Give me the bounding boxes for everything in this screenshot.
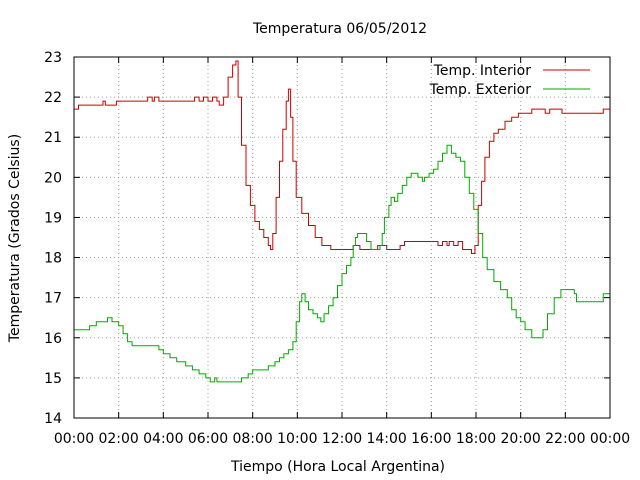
x-tick-label: 22:00 xyxy=(545,431,585,447)
x-tick-label: 00:00 xyxy=(590,431,630,447)
x-tick-label: 04:00 xyxy=(143,431,183,447)
legend-label-exterior: Temp. Exterior xyxy=(429,82,532,98)
series-line-interior xyxy=(74,60,610,254)
y-tick-label: 17 xyxy=(44,291,62,307)
plot-frame xyxy=(73,56,611,419)
x-tick-label: 08:00 xyxy=(232,431,272,447)
x-tick-label: 14:00 xyxy=(366,431,406,447)
y-tick-label: 14 xyxy=(44,411,62,427)
x-tick-label: 12:00 xyxy=(322,431,362,447)
y-tick-label: 21 xyxy=(44,130,62,146)
series-lines xyxy=(74,60,611,383)
x-tick-label: 18:00 xyxy=(456,431,496,447)
x-axis-label: Tiempo (Hora Local Argentina) xyxy=(230,459,445,475)
x-tick-label: 16:00 xyxy=(411,431,451,447)
x-tick-label: 10:00 xyxy=(277,431,317,447)
legend-label-interior: Temp. Interior xyxy=(433,63,532,79)
legend: Temp. Interior Temp. Exterior xyxy=(429,63,590,98)
y-tick-label: 16 xyxy=(44,331,62,347)
y-tick-label: 23 xyxy=(44,50,62,66)
x-tick-label: 00:00 xyxy=(54,431,94,447)
series-line-exterior xyxy=(74,144,611,383)
x-tick-label: 20:00 xyxy=(500,431,540,447)
y-tick-label: 19 xyxy=(44,210,62,226)
x-tick-label: 06:00 xyxy=(188,431,228,447)
y-tick-label: 20 xyxy=(44,170,62,186)
grid-lines xyxy=(74,57,610,418)
y-tick-label: 18 xyxy=(44,251,62,267)
y-tick-label: 22 xyxy=(44,90,62,106)
chart-title: Temperatura 06/05/2012 xyxy=(252,21,427,37)
axis-ticks: 00:00 02:00 04:00 06:00 08:00 10:00 12:00 14:00… xyxy=(44,50,630,447)
x-tick-label: 02:00 xyxy=(98,431,138,447)
y-tick-label: 15 xyxy=(44,371,62,387)
y-axis-label: Temperatura (Grados Celsius) xyxy=(7,134,23,343)
